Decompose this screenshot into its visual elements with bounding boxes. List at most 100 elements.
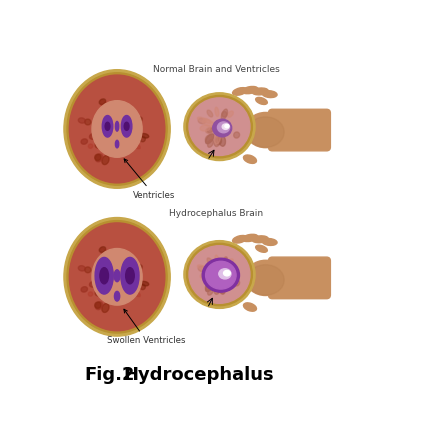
Ellipse shape (206, 134, 214, 144)
Ellipse shape (262, 239, 277, 245)
Ellipse shape (64, 218, 170, 336)
Ellipse shape (95, 154, 103, 162)
Ellipse shape (215, 255, 219, 264)
Ellipse shape (126, 268, 134, 284)
Ellipse shape (95, 154, 101, 161)
Ellipse shape (225, 124, 229, 128)
Ellipse shape (69, 75, 165, 183)
Ellipse shape (242, 87, 258, 94)
Ellipse shape (112, 142, 118, 150)
Ellipse shape (233, 87, 247, 95)
Ellipse shape (203, 118, 211, 123)
Ellipse shape (189, 246, 250, 303)
Ellipse shape (214, 280, 220, 292)
Ellipse shape (64, 70, 170, 188)
Ellipse shape (97, 123, 107, 130)
Ellipse shape (99, 247, 106, 252)
Ellipse shape (202, 258, 239, 292)
Ellipse shape (78, 266, 85, 271)
Ellipse shape (184, 241, 255, 308)
Ellipse shape (92, 101, 142, 157)
Ellipse shape (233, 280, 239, 286)
Ellipse shape (132, 290, 140, 297)
FancyBboxPatch shape (269, 257, 330, 299)
Ellipse shape (228, 259, 233, 265)
Ellipse shape (222, 260, 227, 265)
Ellipse shape (252, 88, 268, 95)
Ellipse shape (198, 266, 206, 272)
Ellipse shape (198, 118, 206, 124)
Ellipse shape (187, 95, 253, 158)
Ellipse shape (202, 267, 214, 274)
Ellipse shape (207, 258, 213, 265)
Text: Hydrocephalus Brain: Hydrocephalus Brain (169, 209, 264, 218)
Ellipse shape (124, 122, 129, 130)
Ellipse shape (115, 121, 119, 131)
Ellipse shape (67, 221, 167, 333)
Ellipse shape (187, 244, 253, 306)
Ellipse shape (141, 133, 149, 138)
Ellipse shape (140, 136, 146, 142)
Ellipse shape (255, 245, 267, 252)
Ellipse shape (67, 73, 167, 185)
Ellipse shape (219, 282, 225, 294)
Ellipse shape (115, 140, 119, 148)
Ellipse shape (121, 116, 132, 137)
Ellipse shape (228, 111, 233, 117)
Ellipse shape (99, 99, 106, 104)
Ellipse shape (214, 284, 220, 294)
Ellipse shape (206, 261, 236, 289)
Text: Normal Brain and Ventricles: Normal Brain and Ventricles (153, 65, 280, 74)
Ellipse shape (100, 100, 107, 108)
Ellipse shape (81, 287, 88, 292)
Ellipse shape (184, 93, 255, 161)
Ellipse shape (205, 283, 212, 290)
Ellipse shape (102, 116, 113, 137)
Text: Ventricles: Ventricles (124, 159, 175, 199)
Ellipse shape (222, 112, 227, 117)
Ellipse shape (222, 124, 229, 129)
Ellipse shape (100, 268, 108, 284)
Ellipse shape (134, 116, 143, 123)
Ellipse shape (219, 269, 231, 279)
Ellipse shape (208, 140, 213, 147)
Ellipse shape (95, 257, 113, 294)
Ellipse shape (242, 234, 258, 242)
Ellipse shape (216, 285, 222, 293)
Ellipse shape (207, 276, 213, 281)
Ellipse shape (200, 273, 210, 279)
Ellipse shape (134, 264, 143, 271)
Ellipse shape (213, 119, 232, 137)
Text: Fig.2: Fig.2 (85, 366, 135, 384)
Ellipse shape (207, 110, 213, 117)
Ellipse shape (223, 270, 231, 276)
Ellipse shape (95, 302, 103, 310)
Ellipse shape (88, 144, 93, 149)
Ellipse shape (141, 281, 149, 286)
Ellipse shape (244, 303, 256, 311)
Ellipse shape (219, 135, 225, 146)
Ellipse shape (214, 132, 220, 144)
Ellipse shape (189, 98, 250, 156)
Ellipse shape (200, 125, 210, 131)
Ellipse shape (97, 271, 107, 277)
Ellipse shape (262, 91, 277, 98)
Ellipse shape (102, 156, 109, 165)
Ellipse shape (132, 142, 140, 149)
Ellipse shape (245, 260, 286, 296)
Ellipse shape (92, 248, 142, 305)
Ellipse shape (112, 289, 118, 297)
Ellipse shape (85, 267, 91, 273)
Ellipse shape (206, 282, 214, 292)
Ellipse shape (221, 257, 228, 268)
Ellipse shape (208, 288, 213, 295)
Text: Swollen Ventricles: Swollen Ventricles (107, 309, 186, 345)
Ellipse shape (107, 106, 112, 114)
FancyBboxPatch shape (269, 109, 330, 151)
Ellipse shape (217, 122, 230, 133)
Ellipse shape (140, 284, 146, 289)
Ellipse shape (107, 253, 112, 262)
Ellipse shape (100, 248, 107, 256)
Ellipse shape (198, 265, 206, 270)
Ellipse shape (81, 139, 88, 144)
